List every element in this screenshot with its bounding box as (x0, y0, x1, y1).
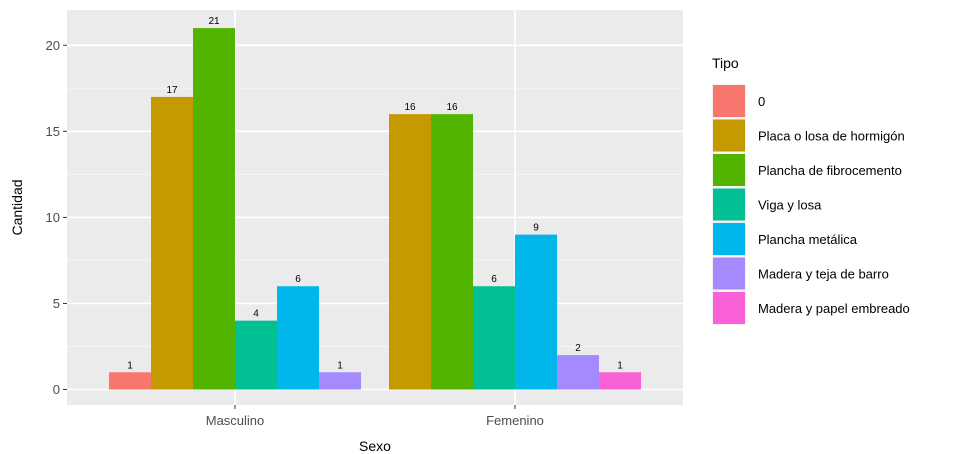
legend-swatch (713, 188, 745, 221)
bar (557, 355, 599, 390)
bar-value-label: 17 (166, 85, 178, 96)
bar-value-label: 1 (617, 360, 623, 371)
bar (319, 372, 361, 390)
legend-title: Tipo (712, 55, 739, 71)
y-tick-label: 15 (46, 124, 60, 139)
legend-label: Plancha de fibrocemento (758, 163, 902, 178)
bar (193, 28, 235, 390)
bar-value-label: 1 (127, 360, 133, 371)
legend-swatch (713, 119, 745, 152)
legend-swatch (713, 223, 745, 255)
legend: Tipo 0 Placa o losa de hormigón Plancha de… (712, 55, 910, 325)
y-tick-label: 10 (46, 210, 60, 225)
bar (389, 114, 431, 390)
bar-value-label: 6 (491, 274, 497, 285)
bar (473, 286, 515, 390)
bar-value-label: 16 (404, 102, 416, 113)
legend-swatch (713, 292, 745, 324)
y-axis-title: Cantidad (9, 179, 25, 235)
bar (151, 96, 193, 390)
x-axis-title: Sexo (359, 438, 391, 454)
bar (431, 114, 473, 390)
legend-swatch (713, 85, 745, 117)
bars-group (109, 28, 641, 390)
bar-value-label: 1 (337, 360, 343, 371)
y-axis: 0 5 10 15 20 (46, 38, 67, 397)
bar-value-label: 16 (446, 102, 458, 113)
bar (109, 372, 151, 390)
x-axis: Masculino Femenino (206, 405, 544, 428)
bar (277, 286, 319, 390)
bar-value-label: 21 (208, 16, 220, 27)
bar-value-label: 9 (533, 223, 539, 234)
bar-value-label: 2 (575, 343, 581, 354)
bar (515, 234, 557, 390)
y-tick-label: 0 (53, 382, 60, 397)
legend-label: Viga y losa (758, 198, 822, 213)
y-tick-label: 5 (53, 296, 60, 311)
legend-swatch (713, 154, 745, 186)
bar (235, 320, 277, 390)
legend-label: 0 (758, 94, 765, 109)
bar-value-label: 6 (295, 274, 301, 285)
legend-label: Placa o losa de hormigón (758, 129, 905, 144)
legend-label: Plancha metálica (758, 232, 858, 247)
x-tick-label: Masculino (206, 413, 265, 428)
bar-value-label: 4 (253, 309, 259, 320)
bar (599, 372, 641, 390)
legend-items: 0 Placa o losa de hormigón Plancha de fibr… (712, 84, 910, 325)
legend-label: Madera y papel embreado (758, 301, 910, 316)
y-tick-label: 20 (46, 38, 60, 53)
legend-swatch (713, 257, 745, 290)
legend-label: Madera y teja de barro (758, 267, 889, 282)
x-tick-label: Femenino (486, 413, 544, 428)
